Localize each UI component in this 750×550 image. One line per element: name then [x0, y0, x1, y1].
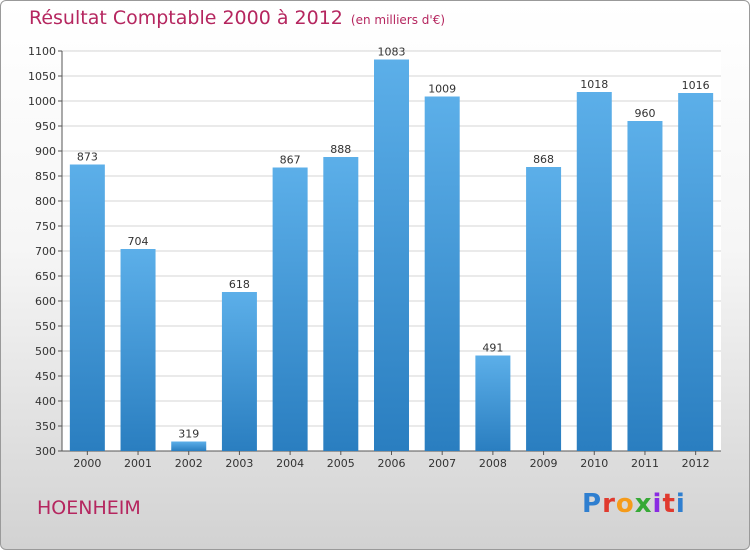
bar: [627, 121, 663, 451]
y-tick-label: 700: [35, 245, 56, 258]
data-label: 888: [330, 143, 351, 156]
x-tick-label: 2004: [276, 457, 304, 470]
x-tick-label: 2000: [73, 457, 101, 470]
data-label: 1018: [580, 78, 608, 91]
y-tick-label: 650: [35, 270, 56, 283]
x-tick-label: 2003: [225, 457, 253, 470]
bar: [374, 59, 409, 451]
x-tick-label: 2007: [428, 457, 456, 470]
bar: [526, 167, 562, 451]
bar: [678, 93, 714, 451]
bar: [424, 96, 460, 451]
y-tick-label: 900: [35, 145, 56, 158]
chart-unit-note: (en milliers d'€): [350, 13, 446, 27]
y-tick-label: 800: [35, 195, 56, 208]
y-tick-label: 1050: [28, 70, 56, 83]
x-tick-label: 2009: [530, 457, 558, 470]
bar: [171, 441, 207, 451]
data-label: 1083: [378, 46, 406, 59]
chart-title-text: Résultat Comptable 2000 à 2012: [29, 7, 343, 29]
logo-letter: o: [615, 489, 635, 519]
x-tick-label: 2011: [631, 457, 659, 470]
x-tick-label: 2010: [580, 457, 608, 470]
x-tick-label: 2005: [327, 457, 355, 470]
y-tick-label: 500: [35, 345, 56, 358]
logo-letter: P: [582, 489, 603, 519]
data-label: 1016: [682, 79, 710, 92]
logo-letter: i: [652, 489, 663, 519]
bar: [272, 167, 308, 451]
y-tick-label: 950: [35, 120, 56, 133]
logo-letter: x: [634, 489, 653, 519]
x-tick-label: 2008: [479, 457, 507, 470]
x-tick-label: 2002: [175, 457, 203, 470]
y-tick-label: 1000: [28, 95, 56, 108]
bar: [323, 157, 359, 451]
y-tick-label: 450: [35, 370, 56, 383]
logo-letter: t: [662, 489, 676, 519]
data-label: 704: [128, 235, 149, 248]
proxiti-logo: Proxiti: [582, 489, 686, 519]
logo-letter: r: [602, 489, 616, 519]
bar: [576, 92, 612, 451]
x-tick-label: 2012: [682, 457, 710, 470]
data-label: 873: [77, 151, 98, 164]
bar: [221, 292, 257, 451]
data-label: 319: [178, 428, 199, 441]
bar: [475, 355, 511, 451]
chart-title: Résultat Comptable 2000 à 2012 (en millie…: [29, 7, 445, 29]
y-tick-label: 550: [35, 320, 56, 333]
data-label: 867: [280, 154, 301, 167]
data-label: 491: [482, 342, 503, 355]
commune-name: HOENHEIM: [37, 497, 141, 519]
x-tick-label: 2006: [378, 457, 406, 470]
bar: [69, 164, 105, 451]
data-label: 960: [634, 107, 655, 120]
data-label: 618: [229, 278, 250, 291]
y-tick-label: 1100: [28, 45, 56, 58]
y-tick-label: 750: [35, 220, 56, 233]
y-tick-label: 850: [35, 170, 56, 183]
bar: [120, 249, 156, 451]
data-label: 868: [533, 153, 554, 166]
y-tick-label: 400: [35, 395, 56, 408]
data-label: 1009: [428, 83, 456, 96]
y-tick-label: 600: [35, 295, 56, 308]
y-tick-label: 300: [35, 445, 56, 458]
logo-letter: i: [675, 489, 686, 519]
y-tick-label: 350: [35, 420, 56, 433]
x-tick-label: 2001: [124, 457, 152, 470]
